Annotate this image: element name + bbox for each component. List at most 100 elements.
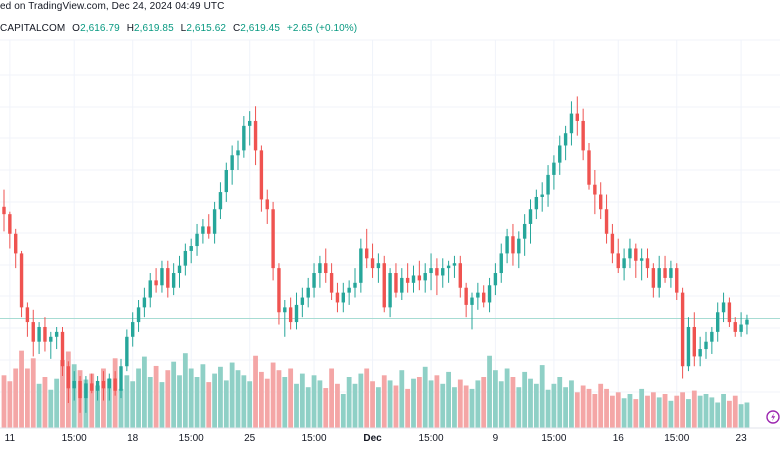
candle-body — [242, 125, 246, 151]
candle-body — [365, 248, 369, 259]
candle-body — [657, 268, 661, 288]
candle-body — [84, 383, 88, 399]
volume-bar — [539, 365, 545, 428]
candle-body — [634, 248, 638, 261]
candle-body — [329, 273, 334, 293]
volume-bar — [358, 373, 364, 428]
high-key: H — [126, 23, 135, 34]
volume-bar — [522, 371, 528, 428]
candle — [271, 201, 275, 281]
candle — [604, 194, 609, 244]
candle-body — [60, 331, 65, 367]
candle — [370, 243, 375, 278]
volume-bar — [493, 370, 498, 428]
candle — [616, 238, 620, 274]
volume-bar — [615, 392, 621, 428]
volume-bar — [305, 387, 311, 428]
volume-bar — [399, 370, 405, 428]
time-tick-label: 15:00 — [541, 433, 566, 444]
candle — [66, 361, 71, 404]
volume-bar — [405, 388, 411, 428]
candle-body — [499, 253, 503, 274]
candle — [628, 238, 632, 269]
candle-body — [464, 287, 468, 305]
candle-body — [177, 265, 182, 274]
candle — [248, 111, 252, 146]
candle-body — [710, 331, 714, 342]
candle-body — [300, 297, 305, 305]
candle — [435, 258, 439, 296]
candle — [721, 292, 726, 323]
candle-body — [639, 258, 644, 261]
time-tick-label: 11 — [5, 433, 16, 444]
candle-body — [476, 292, 480, 298]
candle — [90, 373, 94, 394]
volume-bar — [422, 366, 428, 428]
candle-body — [400, 277, 404, 293]
candle-body — [517, 238, 521, 254]
candle-body — [224, 170, 228, 193]
candle-body — [388, 273, 392, 308]
volume-bar — [218, 366, 223, 428]
candle — [154, 268, 158, 293]
candle-body — [458, 263, 462, 288]
volume-bar — [639, 388, 645, 428]
candle-body — [540, 194, 544, 197]
volume-bar — [463, 385, 469, 428]
change-value: +2.65 (+0.10%) — [286, 23, 358, 34]
candle-body — [382, 263, 386, 308]
candle-body — [142, 297, 147, 308]
volume-bar — [340, 394, 346, 428]
volume-bar — [200, 364, 206, 428]
volume-bar — [147, 377, 153, 428]
time-tick-label: 15:00 — [179, 433, 204, 444]
candle — [166, 260, 170, 298]
time-tick-label: 15:00 — [664, 433, 689, 444]
candle — [593, 170, 597, 215]
candle — [522, 214, 527, 256]
candle — [563, 125, 568, 161]
volume-bars — [1, 350, 750, 428]
candle — [464, 282, 468, 318]
volume-bar — [645, 395, 650, 428]
candle — [505, 228, 509, 264]
candle — [347, 280, 351, 305]
candle — [107, 373, 111, 401]
candle — [599, 182, 603, 220]
candle-body — [675, 268, 679, 293]
time-axis[interactable]: 11 15:00 18 15:00 25 15:00 Dec 15:00 9 15:00 16 15:… — [5, 433, 747, 444]
volume-bar — [270, 362, 276, 428]
volume-bar — [680, 392, 685, 428]
volume-bar — [428, 380, 434, 428]
volume-bar — [727, 400, 732, 428]
volume-bar — [95, 385, 100, 428]
candle — [411, 265, 416, 293]
volume-bar — [124, 375, 130, 428]
candle — [639, 248, 644, 281]
candle-body — [253, 120, 258, 151]
volume-bar — [106, 378, 112, 428]
candle — [312, 263, 316, 298]
candle-body — [587, 150, 591, 185]
candle — [49, 331, 53, 359]
candle — [552, 155, 556, 190]
volume-bar — [130, 381, 136, 428]
candle-body — [645, 258, 650, 269]
volume-bar — [212, 373, 217, 428]
time-tick-label: Dec — [363, 433, 382, 444]
volume-bar — [376, 387, 381, 428]
candle — [651, 263, 656, 298]
candle — [405, 263, 410, 293]
candle — [84, 376, 88, 413]
volume-bar — [457, 379, 463, 428]
candle — [686, 317, 691, 372]
candle — [487, 277, 492, 313]
chart-settings-icon[interactable] — [766, 410, 780, 424]
volume-bar — [370, 381, 375, 428]
candle-body — [686, 326, 691, 367]
time-tick-label: 18 — [127, 433, 139, 444]
candle — [446, 260, 451, 283]
candle-body — [271, 209, 275, 269]
candle — [14, 228, 18, 269]
